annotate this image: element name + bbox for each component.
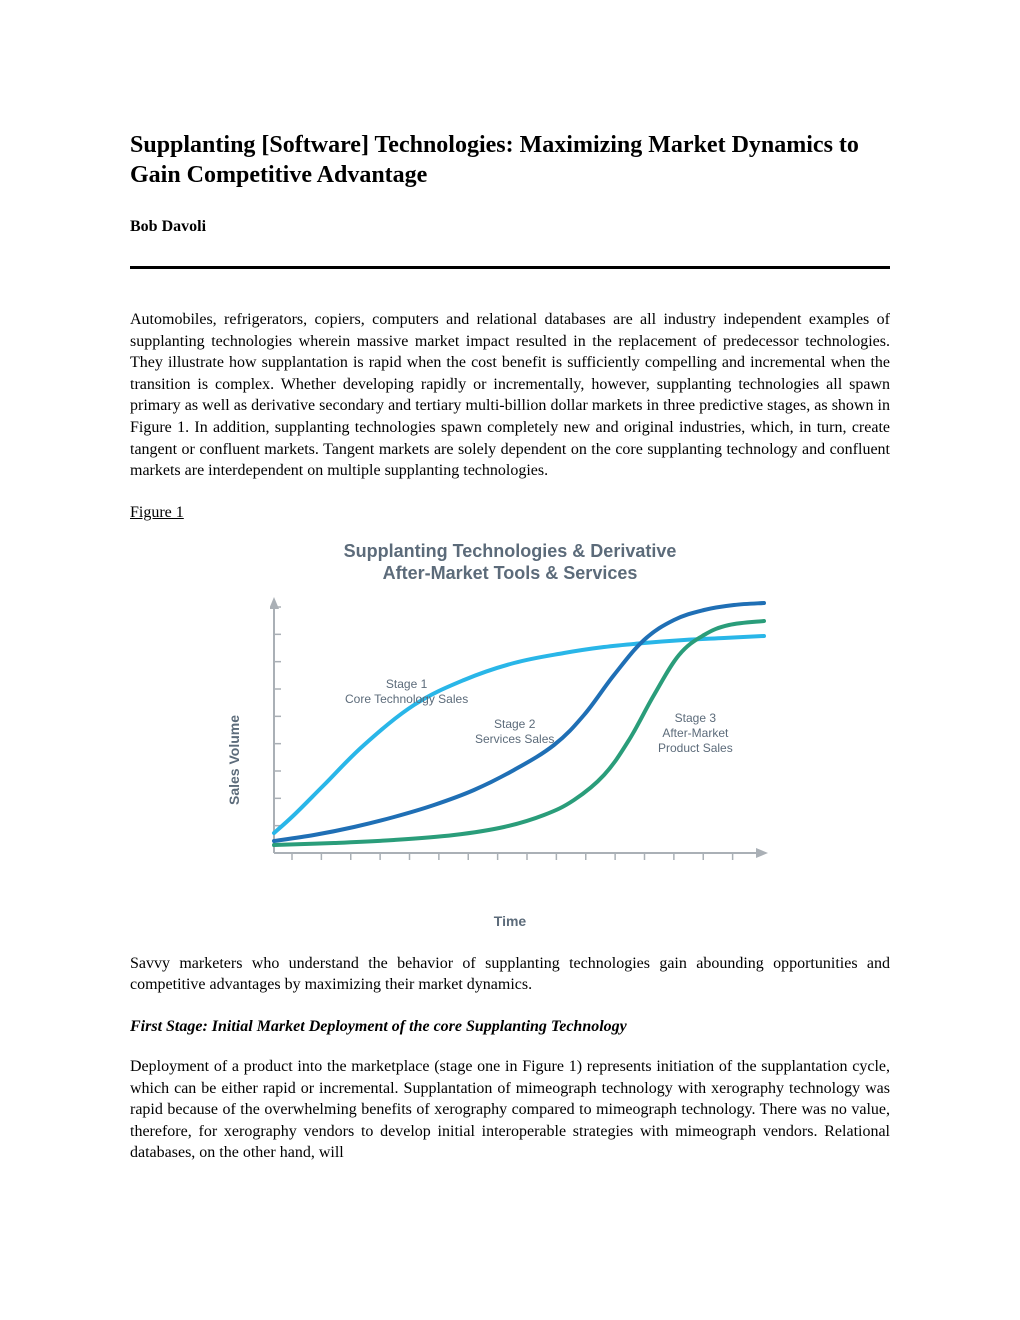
document-title: Supplanting [Software] Technologies: Max… xyxy=(130,130,890,190)
chart-body: Sales Volume Stage 1 Core Technology Sal… xyxy=(240,595,780,925)
chart-title-line-2: After-Market Tools & Services xyxy=(383,563,638,583)
chart-figure: Supplanting Technologies & Derivative Af… xyxy=(240,540,780,925)
paragraph-2: Savvy marketers who understand the behav… xyxy=(130,953,890,996)
x-axis-label: Time xyxy=(494,913,526,929)
y-axis-label: Sales Volume xyxy=(226,715,242,805)
stage2-annotation: Stage 2 Services Sales xyxy=(475,717,554,747)
horizontal-rule xyxy=(130,266,890,269)
intro-paragraph: Automobiles, refrigerators, copiers, com… xyxy=(130,309,890,482)
stage3-annotation: Stage 3 After-Market Product Sales xyxy=(658,711,733,756)
chart-title: Supplanting Technologies & Derivative Af… xyxy=(240,540,780,585)
figure-label: Figure 1 xyxy=(130,504,890,522)
chart-plot: Stage 1 Core Technology Sales Stage 2 Se… xyxy=(270,595,770,895)
stage1-subheading: First Stage: Initial Market Deployment o… xyxy=(130,1018,890,1036)
chart-title-line-1: Supplanting Technologies & Derivative xyxy=(344,541,677,561)
paragraph-3: Deployment of a product into the marketp… xyxy=(130,1056,890,1164)
document-author: Bob Davoli xyxy=(130,218,890,236)
stage1-annotation: Stage 1 Core Technology Sales xyxy=(345,677,468,707)
